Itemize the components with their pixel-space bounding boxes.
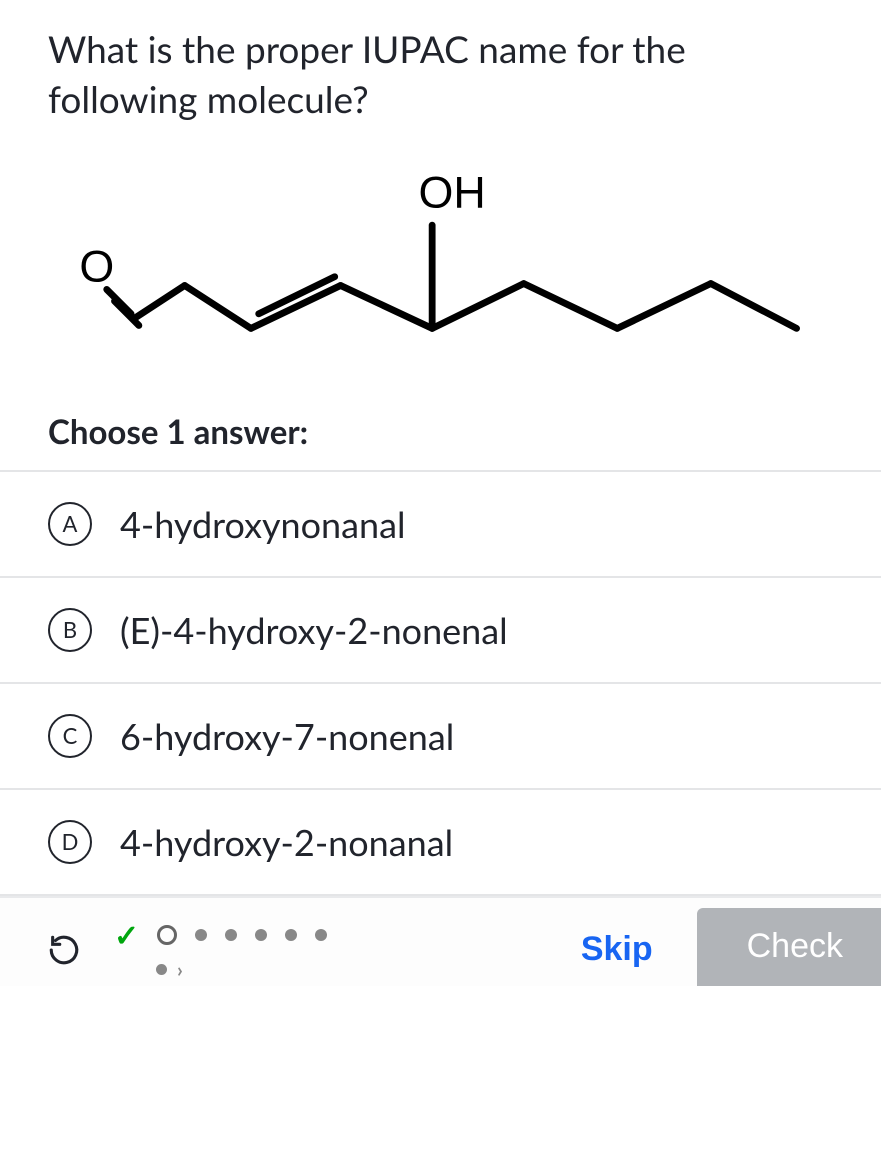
question-text: What is the proper IUPAC name for the fo… bbox=[48, 24, 833, 124]
radio-letter: D bbox=[48, 820, 92, 864]
progress-dot bbox=[315, 929, 327, 941]
quiz-container: What is the proper IUPAC name for the fo… bbox=[0, 0, 881, 986]
answer-option-d[interactable]: D 4-hydroxy-2-nonanal bbox=[0, 788, 881, 896]
progress-area: ✓ › bbox=[114, 920, 327, 980]
answer-option-a[interactable]: A 4-hydroxynonanal bbox=[0, 470, 881, 576]
mini-dot bbox=[156, 964, 167, 975]
question-area: What is the proper IUPAC name for the fo… bbox=[0, 0, 881, 152]
choose-label: Choose 1 answer: bbox=[0, 412, 881, 470]
answer-text: 4-hydroxynonanal bbox=[120, 502, 406, 546]
radio-letter: B bbox=[48, 608, 92, 652]
progress-dots: ✓ bbox=[114, 920, 327, 950]
bottom-bar: ✓ › Skip Check bbox=[0, 896, 881, 986]
progress-mini-row: › bbox=[114, 960, 327, 980]
check-icon: ✓ bbox=[114, 920, 139, 950]
answers-list: A 4-hydroxynonanal B (E)-4-hydroxy-2-non… bbox=[0, 470, 881, 896]
molecule-svg: OH O bbox=[58, 172, 818, 362]
answer-text: 4-hydroxy-2-nonanal bbox=[120, 820, 453, 864]
check-button[interactable]: Check bbox=[697, 908, 881, 986]
radio-letter: C bbox=[48, 714, 92, 758]
skip-button[interactable]: Skip bbox=[561, 930, 673, 969]
chevron-right-icon: › bbox=[177, 960, 183, 980]
progress-dot-current bbox=[157, 925, 177, 945]
progress-dot bbox=[255, 929, 267, 941]
answer-text: (E)-4-hydroxy-2-nonenal bbox=[120, 608, 508, 652]
svg-text:O: O bbox=[79, 241, 114, 291]
progress-dot bbox=[225, 929, 237, 941]
answer-option-c[interactable]: C 6-hydroxy-7-nonenal bbox=[0, 682, 881, 788]
molecule-diagram: OH O bbox=[0, 152, 881, 412]
progress-dot bbox=[195, 929, 207, 941]
radio-letter: A bbox=[48, 502, 92, 546]
restart-icon[interactable] bbox=[44, 930, 84, 970]
answer-option-b[interactable]: B (E)-4-hydroxy-2-nonenal bbox=[0, 576, 881, 682]
answer-text: 6-hydroxy-7-nonenal bbox=[120, 714, 454, 758]
svg-text:OH: OH bbox=[419, 172, 486, 218]
progress-dot bbox=[285, 929, 297, 941]
